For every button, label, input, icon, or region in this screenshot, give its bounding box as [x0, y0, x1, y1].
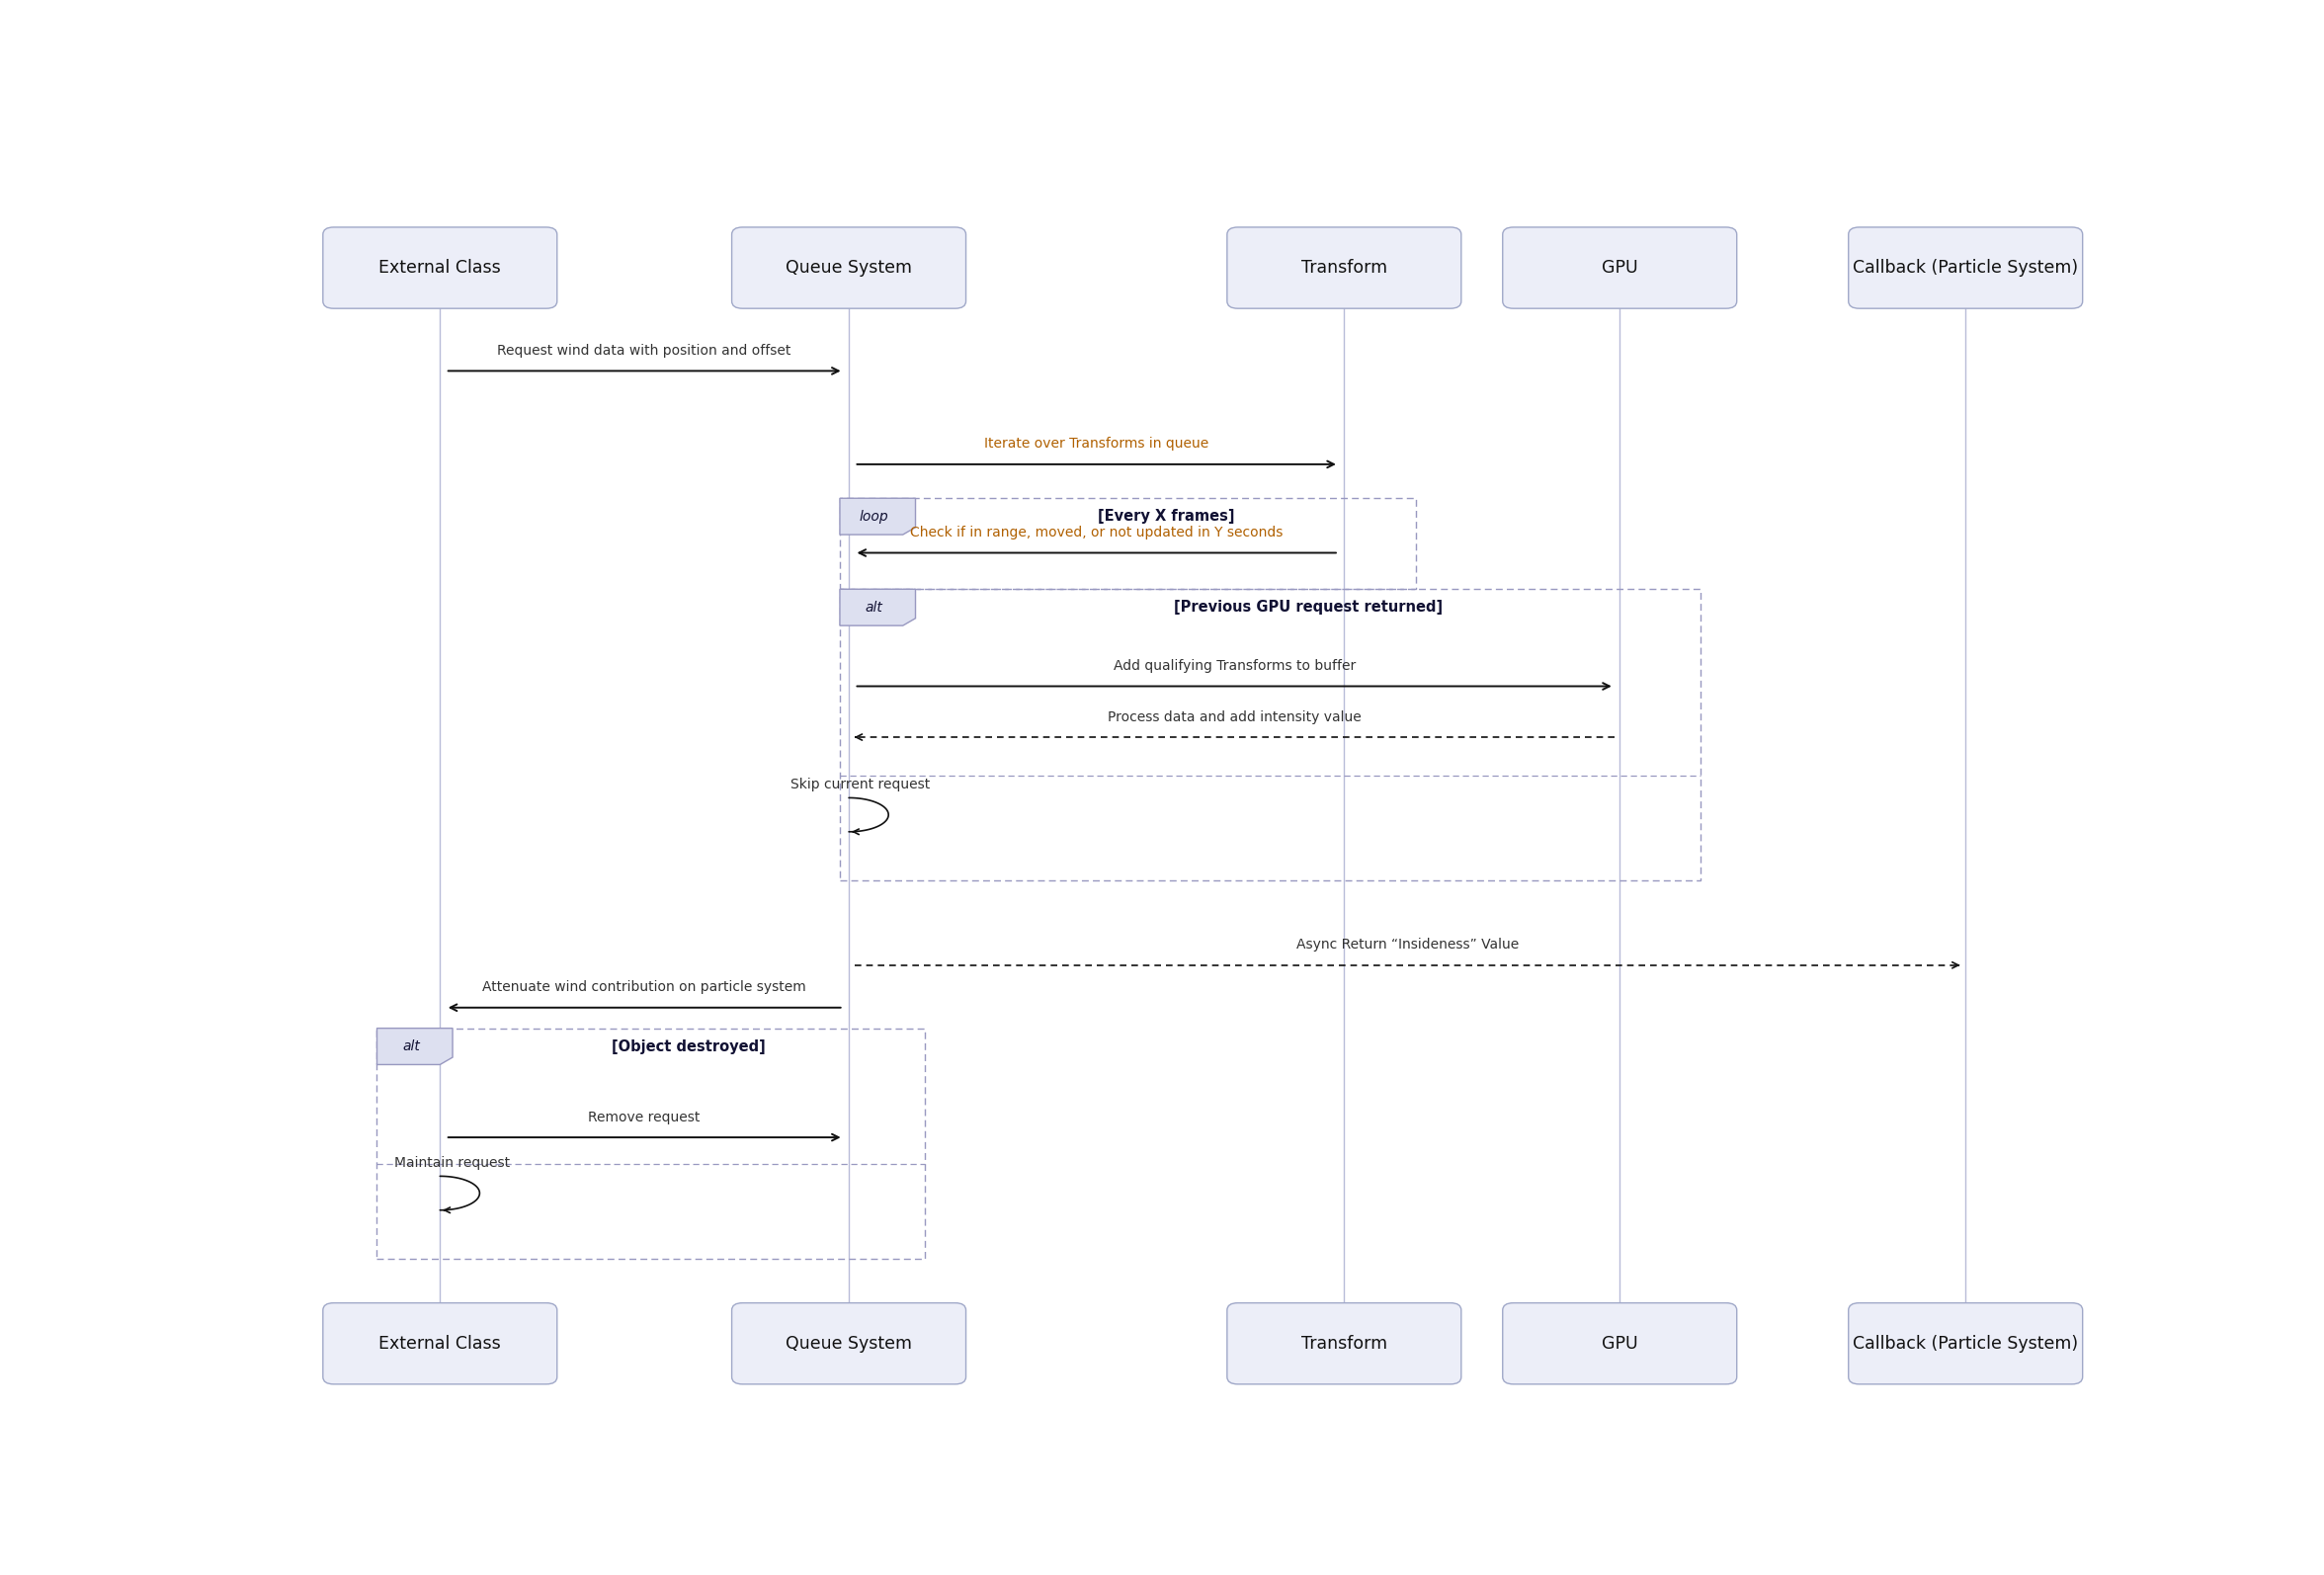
FancyBboxPatch shape	[323, 1303, 558, 1384]
Polygon shape	[839, 589, 916, 625]
FancyBboxPatch shape	[1227, 227, 1462, 309]
FancyBboxPatch shape	[732, 1303, 967, 1384]
FancyBboxPatch shape	[1227, 1303, 1462, 1384]
Text: [Object destroyed]: [Object destroyed]	[611, 1040, 765, 1054]
Text: Process data and add intensity value: Process data and add intensity value	[1109, 710, 1362, 724]
Text: Queue System: Queue System	[786, 1334, 911, 1353]
Text: Remove request: Remove request	[588, 1110, 700, 1125]
Text: [Previous GPU request returned]: [Previous GPU request returned]	[1174, 600, 1443, 614]
Text: GPU: GPU	[1601, 258, 1638, 277]
Text: Maintain request: Maintain request	[395, 1156, 509, 1170]
Text: Request wind data with position and offset: Request wind data with position and offs…	[497, 343, 792, 358]
Text: Callback (Particle System): Callback (Particle System)	[1852, 258, 2078, 277]
FancyBboxPatch shape	[1504, 227, 1736, 309]
Text: External Class: External Class	[379, 258, 502, 277]
Text: Add qualifying Transforms to buffer: Add qualifying Transforms to buffer	[1113, 658, 1355, 673]
FancyBboxPatch shape	[1848, 1303, 2082, 1384]
Text: Attenuate wind contribution on particle system: Attenuate wind contribution on particle …	[483, 980, 806, 994]
Text: Queue System: Queue System	[786, 258, 911, 277]
Text: Async Return “Insideness” Value: Async Return “Insideness” Value	[1297, 939, 1518, 951]
FancyBboxPatch shape	[732, 227, 967, 309]
FancyBboxPatch shape	[323, 227, 558, 309]
Bar	[839, 589, 1701, 880]
Bar	[376, 1028, 925, 1258]
Bar	[839, 498, 1415, 589]
Text: loop: loop	[860, 510, 888, 523]
Text: GPU: GPU	[1601, 1334, 1638, 1353]
Text: Iterate over Transforms in queue: Iterate over Transforms in queue	[985, 438, 1208, 450]
Text: Skip current request: Skip current request	[790, 778, 930, 792]
Text: Check if in range, moved, or not updated in Y seconds: Check if in range, moved, or not updated…	[911, 526, 1283, 540]
Polygon shape	[376, 1028, 453, 1065]
Text: [Every X frames]: [Every X frames]	[1097, 509, 1234, 524]
Text: Transform: Transform	[1301, 1334, 1387, 1353]
Text: External Class: External Class	[379, 1334, 502, 1353]
FancyBboxPatch shape	[1504, 1303, 1736, 1384]
FancyBboxPatch shape	[1848, 227, 2082, 309]
Text: alt: alt	[865, 600, 883, 614]
Text: Transform: Transform	[1301, 258, 1387, 277]
Text: Callback (Particle System): Callback (Particle System)	[1852, 1334, 2078, 1353]
Text: alt: alt	[402, 1040, 421, 1054]
Polygon shape	[839, 498, 916, 534]
